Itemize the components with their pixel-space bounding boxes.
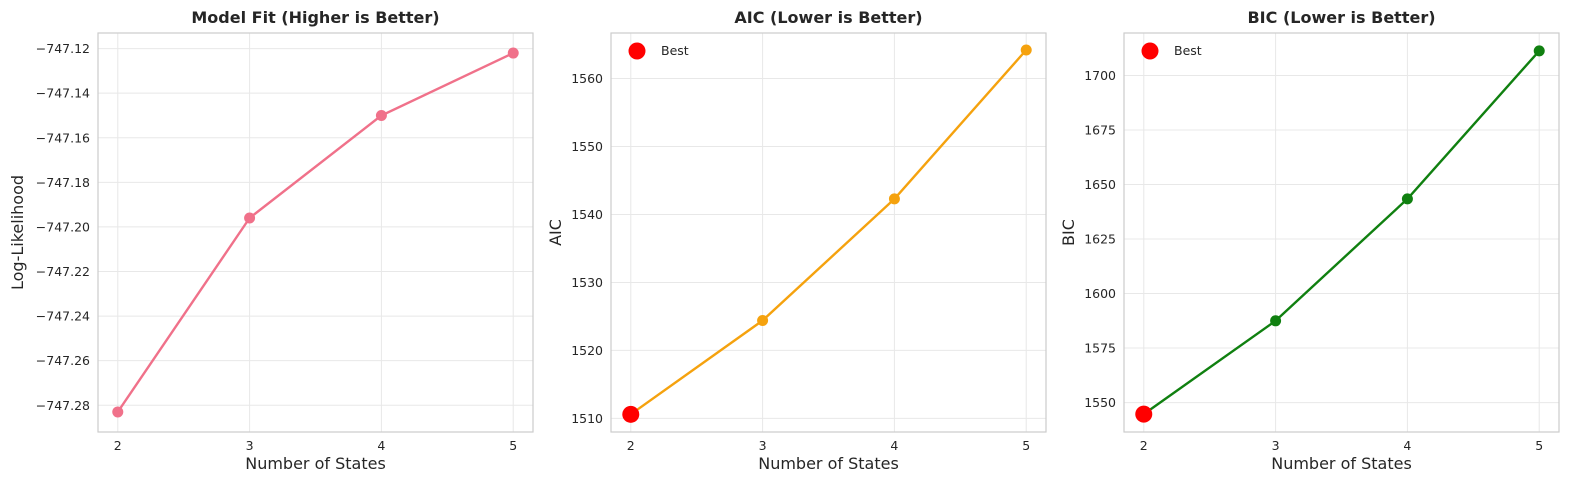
x-tick-label: 3	[246, 438, 254, 453]
x-tick-label: 3	[1272, 438, 1280, 453]
chart-title: AIC (Lower is Better)	[734, 8, 922, 27]
y-tick-label: −747.16	[36, 130, 90, 145]
x-tick-label: 5	[1535, 438, 1543, 453]
data-point	[507, 47, 519, 59]
chart-title: BIC (Lower is Better)	[1247, 8, 1435, 27]
x-tick-label: 4	[1403, 438, 1411, 453]
y-tick-label: −747.12	[36, 41, 90, 56]
x-tick-label: 5	[1022, 438, 1030, 453]
series-line	[1143, 50, 1541, 416]
x-axis-label: Number of States	[245, 454, 386, 473]
x-axis-label: Number of States	[758, 454, 899, 473]
best-marker	[1135, 405, 1153, 423]
best-marker	[622, 405, 640, 423]
x-tick-label: 4	[890, 438, 898, 453]
data-point	[888, 193, 900, 205]
data-point	[244, 212, 256, 224]
y-tick-label: 1550	[1084, 395, 1116, 410]
y-axis-label: BIC	[1059, 219, 1078, 246]
x-axis-label: Number of States	[1271, 454, 1412, 473]
legend-label: Best	[1174, 43, 1202, 58]
y-tick-label: 1675	[1084, 123, 1116, 138]
y-tick-label: 1510	[571, 411, 603, 426]
data-point	[1270, 315, 1282, 327]
y-tick-label: −747.24	[36, 309, 90, 324]
legend: Best	[628, 42, 689, 60]
series-line	[630, 49, 1028, 416]
y-tick-label: 1540	[571, 207, 603, 222]
series-line	[116, 52, 514, 413]
y-tick-label: 1700	[1084, 68, 1116, 83]
x-tick-label: 4	[377, 438, 385, 453]
data-point	[1533, 45, 1545, 57]
plot-frame	[1123, 32, 1560, 433]
x-tick-label: 3	[759, 438, 767, 453]
y-tick-label: 1625	[1084, 232, 1116, 247]
chart-panel-2: 2 3 4 5 1510 1520 1530 1540 1550 1560 AIC (Lower i…	[546, 8, 1047, 473]
y-tick-label: 1520	[571, 343, 603, 358]
y-tick-label: 1650	[1084, 177, 1116, 192]
y-tick-label: −747.20	[36, 219, 90, 234]
y-tick-label: −747.18	[36, 175, 90, 190]
x-tick-label: 2	[627, 438, 635, 453]
y-axis-label: AIC	[546, 219, 565, 246]
data-point	[1401, 193, 1413, 205]
y-tick-label: 1560	[571, 71, 603, 86]
chart-title: Model Fit (Higher is Better)	[191, 8, 439, 27]
x-tick-label: 2	[1140, 438, 1148, 453]
plot-frame	[610, 32, 1047, 433]
y-tick-label: −747.26	[36, 353, 90, 368]
data-point	[757, 315, 769, 327]
legend: Best	[1141, 42, 1202, 60]
y-axis-label: Log-Likelihood	[8, 175, 27, 290]
y-tick-label: 1530	[571, 275, 603, 290]
y-tick-label: −747.28	[36, 398, 90, 413]
y-tick-label: 1600	[1084, 286, 1116, 301]
data-point	[1020, 44, 1032, 56]
legend-label: Best	[661, 43, 689, 58]
data-point	[112, 406, 124, 418]
chart-panel-3: 2 3 4 5 1550 1575 1600 1625 1650 1675 1700 BIC (Low…	[1059, 8, 1560, 473]
x-tick-label: 5	[509, 438, 517, 453]
data-point	[375, 109, 387, 121]
plot-frame	[97, 32, 534, 433]
y-tick-label: 1550	[571, 139, 603, 154]
y-tick-label: −747.14	[36, 86, 90, 101]
x-tick-label: 2	[114, 438, 122, 453]
y-tick-label: 1575	[1084, 341, 1116, 356]
legend-marker	[628, 42, 646, 60]
y-tick-label: −747.22	[36, 264, 90, 279]
legend-marker	[1141, 42, 1159, 60]
chart-panel-1: 2 3 4 5 −747.28 −747.26 −747.24 −747.22 −747.20 −…	[8, 8, 534, 473]
